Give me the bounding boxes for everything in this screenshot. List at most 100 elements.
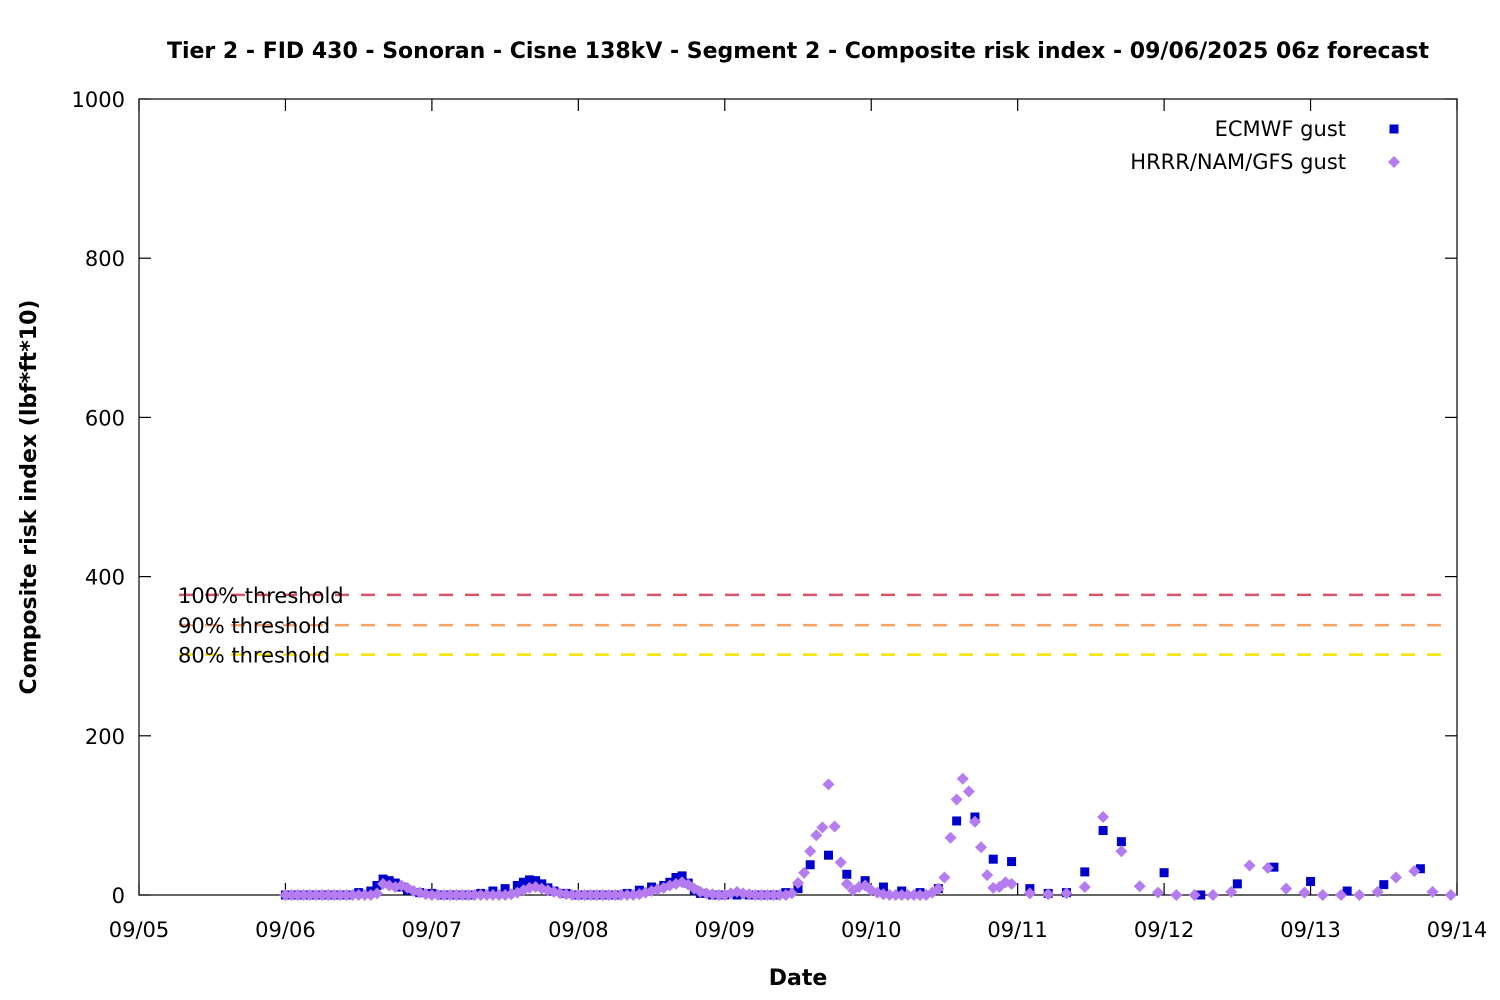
hrrr-point	[798, 866, 811, 879]
x-tick-label: 09/10	[841, 918, 902, 942]
hrrr-point	[804, 845, 817, 858]
ecmwf-point	[1415, 864, 1425, 874]
hrrr-point	[1335, 889, 1348, 901]
hrrr-point	[1371, 885, 1384, 898]
x-tick-label: 09/05	[109, 918, 170, 942]
hrrr-point	[761, 889, 774, 901]
hrrr-point	[822, 778, 835, 791]
hrrr-point	[755, 889, 768, 901]
hrrr-point	[895, 889, 908, 901]
hrrr-point	[358, 889, 371, 901]
hrrr-point	[773, 889, 786, 901]
ecmwf-point	[677, 871, 687, 881]
hrrr-point	[828, 820, 841, 833]
hrrr-point	[456, 889, 469, 901]
ecmwf-point	[518, 877, 528, 887]
x-axis: 09/05 09/06 09/07 09/08 09/09 09/10 09/11 09/12…	[109, 99, 1488, 942]
x-tick-label: 09/11	[987, 918, 1048, 942]
x-tick-label: 09/14	[1427, 918, 1488, 942]
x-axis-label: Date	[769, 966, 828, 991]
hrrr-point	[322, 889, 335, 901]
hrrr-point	[462, 889, 475, 901]
hrrr-point	[834, 856, 847, 869]
hrrr-point	[968, 815, 981, 828]
y-tick-label: 200	[85, 725, 125, 749]
hrrr-point	[615, 889, 628, 901]
hrrr-point	[1426, 885, 1439, 898]
hrrr-point	[975, 841, 988, 854]
hrrr-point	[1444, 889, 1457, 901]
hrrr-point	[1115, 845, 1128, 858]
hrrr-point	[450, 889, 463, 901]
hrrr-point	[572, 889, 585, 901]
hrrr-point	[602, 889, 615, 901]
ecmwf-point	[1342, 886, 1352, 896]
hrrr-point	[712, 889, 725, 901]
ecmwf-point	[1379, 880, 1389, 890]
hrrr-point	[1243, 859, 1256, 872]
hrrr-point	[1225, 885, 1238, 898]
hrrr-point	[810, 829, 823, 842]
hrrr-point	[956, 772, 969, 785]
x-tick-label: 09/12	[1134, 918, 1195, 942]
ecmwf-point	[372, 880, 382, 890]
x-tick-label: 09/07	[402, 918, 463, 942]
hrrr-point	[1042, 888, 1055, 901]
hrrr-point	[840, 877, 853, 890]
hrrr-point	[1060, 887, 1073, 900]
hrrr-point	[291, 889, 304, 901]
ecmwf-point	[952, 816, 962, 826]
hrrr-point	[468, 889, 481, 901]
hrrr-point	[578, 889, 591, 901]
hrrr-point	[1097, 810, 1110, 823]
x-tick-label: 09/09	[695, 918, 756, 942]
data-series	[279, 772, 1457, 901]
hrrr-point	[608, 889, 621, 901]
hrrr-point	[1005, 877, 1018, 890]
ecmwf-point	[1080, 867, 1090, 877]
legend-marker	[1389, 124, 1399, 134]
y-tick-label: 800	[85, 247, 125, 271]
hrrr-point	[749, 889, 762, 901]
ecmwf-point	[1098, 826, 1108, 836]
hrrr-point	[370, 887, 383, 900]
hrrr-point	[334, 889, 347, 901]
hrrr-point	[590, 889, 603, 901]
x-tick-label: 09/13	[1280, 918, 1341, 942]
hrrr-point	[1298, 886, 1311, 899]
plot-frame	[138, 98, 1458, 896]
hrrr-point	[1353, 889, 1366, 901]
hrrr-point	[1152, 886, 1165, 899]
hrrr-point	[303, 889, 316, 901]
hrrr-point	[883, 889, 896, 901]
hrrr-point	[285, 889, 298, 901]
hrrr-point	[1280, 882, 1293, 895]
ecmwf-point	[878, 882, 888, 892]
hrrr-point	[566, 889, 579, 901]
ecmwf-point	[525, 875, 535, 885]
hrrr-point	[981, 869, 994, 882]
ecmwf-point	[1196, 890, 1206, 900]
hrrr-point	[316, 889, 329, 901]
hrrr-point	[352, 889, 365, 901]
ecmwf-point	[805, 860, 815, 870]
hrrr-point	[340, 889, 353, 901]
hrrr-point	[328, 889, 341, 901]
hrrr-point	[950, 793, 963, 806]
hrrr-point	[1389, 871, 1402, 884]
ecmwf-point	[531, 876, 541, 886]
hrrr-point	[785, 887, 798, 900]
legend-label: HRRR/NAM/GFS gust	[1130, 150, 1346, 174]
hrrr-point	[493, 889, 506, 901]
series-hrrr-nam-gfs	[279, 772, 1457, 901]
hrrr-point	[1023, 887, 1036, 900]
hrrr-point	[309, 889, 322, 901]
hrrr-point	[596, 889, 609, 901]
hrrr-point	[1133, 880, 1146, 893]
y-axis-label: Composite risk index (lbf*ft*10)	[17, 300, 42, 695]
ecmwf-point	[824, 850, 834, 860]
threshold-label: 90% threshold	[178, 614, 330, 638]
ecmwf-point	[1159, 868, 1169, 878]
hrrr-point	[486, 889, 499, 901]
